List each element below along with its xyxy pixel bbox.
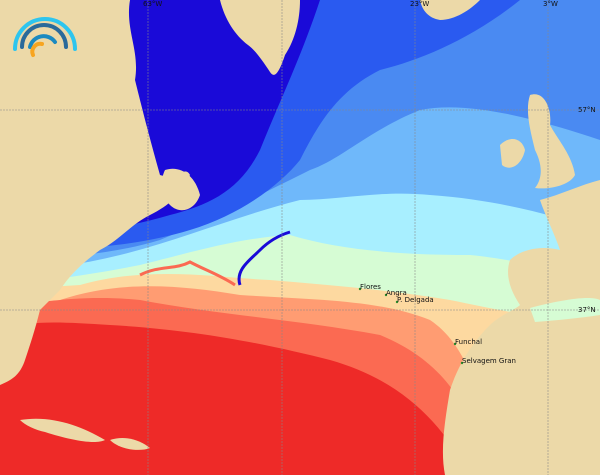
place-label: P. Delgada	[397, 296, 434, 304]
lon-label-3w: 3°W	[543, 0, 558, 8]
lon-label-63w: 63°W	[143, 0, 162, 8]
gulf-stream-eddy	[237, 230, 291, 286]
place-label: Flores	[360, 283, 381, 291]
land-nova-scotia	[95, 207, 140, 227]
rainbow-wave-logo-icon	[13, 17, 77, 57]
place-funchal[interactable]: Funchal	[453, 338, 482, 346]
place-flores[interactable]: Flores	[358, 283, 381, 291]
land-florida	[0, 310, 40, 385]
lon-label-23w: 23°W	[410, 0, 429, 8]
land-ireland	[500, 138, 525, 168]
place-label: Funchal	[455, 338, 482, 346]
land-iceland	[420, 0, 480, 20]
land-baffin	[40, 0, 130, 55]
place-selvagem-gran[interactable]: Selvagem Gran	[460, 357, 516, 365]
land-hispaniola	[110, 437, 150, 450]
lat-label-57n: 57°N	[578, 106, 596, 114]
land-europe	[442, 180, 600, 475]
place-marker-icon	[384, 293, 388, 297]
land-greenland	[220, 0, 300, 75]
place-label: Angra	[386, 289, 407, 297]
land-cuba	[20, 418, 105, 443]
place-p-delgada[interactable]: P. Delgada	[395, 296, 434, 304]
place-marker-icon	[358, 287, 362, 291]
place-marker-icon	[453, 342, 457, 346]
place-angra[interactable]: Angra	[384, 289, 407, 297]
place-marker-icon	[395, 300, 399, 304]
place-label: Selvagem Gran	[462, 357, 516, 365]
gulf-stream-warm	[139, 260, 236, 287]
land-labrador-canada	[0, 0, 190, 310]
lat-label-37n: 37°N	[578, 306, 596, 314]
land-britain	[527, 94, 575, 189]
place-marker-icon	[460, 361, 464, 365]
land-newfoundland	[161, 168, 200, 211]
